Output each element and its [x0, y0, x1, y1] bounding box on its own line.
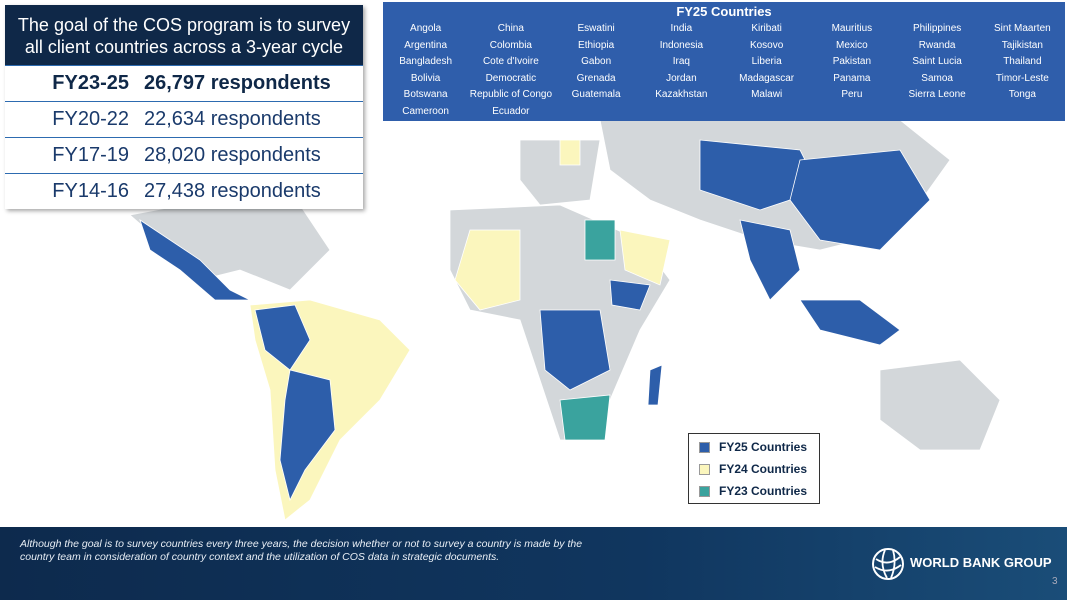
- country-name: Kazakhstan: [655, 89, 708, 101]
- country-column: Angola Argentina Bangladesh Bolivia Botswana…: [383, 21, 468, 121]
- country-name: Guatemala: [571, 89, 621, 101]
- country-name: Madagascar: [739, 72, 795, 84]
- country-name: Cameroon: [402, 105, 449, 117]
- country-name: Sint Maarten: [994, 23, 1051, 34]
- world-map: [129, 119, 1001, 521]
- country-name: Philippines: [912, 23, 962, 34]
- logo-text: WORLD BANK GROUP: [910, 555, 1052, 570]
- country-name: Ethiopia: [578, 39, 615, 51]
- legend: FY25 Countries FY24 Countries FY23 Countri…: [688, 433, 820, 504]
- country-name: Mauritius: [831, 23, 873, 34]
- country-name: Bangladesh: [399, 56, 453, 68]
- country-column: Mauritius Mexico Pakistan Panama Peru: [809, 21, 894, 121]
- country-column: China Colombia Cote d'Ivoire Democratic Repu…: [468, 21, 553, 121]
- country-name: Rwanda: [918, 39, 956, 51]
- period-row: FY23-25 26,797 respondents: [5, 65, 363, 101]
- period-row: FY20-22 22,634 respondents: [5, 101, 363, 137]
- legend-swatch: [699, 441, 710, 453]
- country-name: Colombia: [489, 39, 532, 51]
- country-name: Kosovo: [749, 39, 784, 51]
- country-name: Tonga: [1008, 89, 1036, 101]
- country-grid: Angola Argentina Bangladesh Bolivia Botswana…: [383, 21, 1065, 121]
- country-name: Jordan: [666, 72, 697, 84]
- country-name: Samoa: [921, 72, 953, 84]
- country-name: India: [670, 23, 693, 34]
- country-name: Pakistan: [832, 56, 872, 68]
- country-column: India Indonesia Iraq Jordan Kazakhstan: [639, 21, 724, 121]
- country-name: Gabon: [581, 56, 612, 68]
- country-name: Grenada: [576, 72, 616, 84]
- footer-note: Although the goal is to survey countries…: [20, 538, 583, 563]
- country-name: Eswatini: [577, 23, 615, 34]
- country-name: Iraq: [672, 56, 690, 68]
- period-respondents: 28,020 respondents: [144, 144, 321, 166]
- country-name: Kiribati: [751, 23, 782, 34]
- period-row: FY14-16 27,438 respondents: [5, 173, 363, 209]
- country-name: Ecuador: [492, 105, 530, 117]
- goal-box: The goal of the COS program is to survey…: [5, 5, 363, 209]
- country-name: Cote d'Ivoire: [482, 56, 539, 68]
- country-name: Bolivia: [410, 72, 441, 84]
- legend-label: FY24 Countries: [719, 462, 808, 476]
- country-name: Botswana: [403, 89, 448, 101]
- legend-label: FY23 Countries: [719, 484, 808, 498]
- period-list: FY23-25 26,797 respondents FY20-22 22,634 r…: [5, 65, 363, 209]
- goal-title: The goal of the COS program is to survey…: [5, 5, 363, 65]
- footer: Although the goal is to survey countries…: [0, 527, 1067, 600]
- country-name: Democratic: [485, 72, 537, 84]
- legend-item: FY24 Countries: [689, 458, 819, 480]
- period-label: FY20-22: [52, 108, 129, 130]
- period-respondents: 22,634 respondents: [144, 108, 321, 130]
- country-name: Argentina: [404, 39, 448, 51]
- country-name: Timor-Leste: [995, 72, 1049, 84]
- country-name: Panama: [833, 72, 871, 84]
- legend-item: FY25 Countries: [689, 436, 819, 458]
- period-label: FY17-19: [52, 144, 129, 166]
- country-column: Kiribati Kosovo Liberia Madagascar Malawi: [724, 21, 809, 121]
- period-respondents: 27,438 respondents: [144, 180, 321, 202]
- country-column: Sint Maarten Tajikistan Thailand Timor-Lest…: [980, 21, 1065, 121]
- legend-item: FY23 Countries: [689, 480, 819, 502]
- country-name: Malawi: [751, 89, 783, 101]
- countries-box: FY25 Countries Angola Argentina Bangladesh…: [383, 2, 1065, 121]
- country-name: Indonesia: [659, 39, 704, 51]
- map-shapes: [129, 119, 1001, 521]
- countries-title: FY25 Countries: [676, 4, 772, 19]
- country-name: Angola: [410, 23, 442, 34]
- country-name: Peru: [841, 89, 863, 101]
- country-name: Liberia: [751, 56, 782, 68]
- country-name: Sierra Leone: [908, 89, 966, 101]
- country-name: Thailand: [1003, 56, 1042, 68]
- country-name: Tajikistan: [1001, 39, 1043, 51]
- country-name: Saint Lucia: [912, 56, 962, 68]
- logo-icon: [872, 548, 904, 580]
- legend-label: FY25 Countries: [719, 440, 808, 454]
- country-name: Mexico: [836, 39, 868, 51]
- legend-swatch: [699, 485, 710, 497]
- country-name: China: [497, 23, 524, 34]
- country-name: Republic of Congo: [469, 89, 553, 101]
- period-label: FY14-16: [52, 180, 129, 202]
- page-number: 3: [1052, 576, 1058, 587]
- country-column: Philippines Rwanda Saint Lucia Samoa Sierra …: [895, 21, 980, 121]
- period-row: FY17-19 28,020 respondents: [5, 137, 363, 173]
- legend-swatch: [699, 463, 710, 475]
- country-column: Eswatini Ethiopia Gabon Grenada Guatemala: [554, 21, 639, 121]
- period-respondents: 26,797 respondents: [144, 72, 331, 94]
- period-label: FY23-25: [52, 72, 129, 94]
